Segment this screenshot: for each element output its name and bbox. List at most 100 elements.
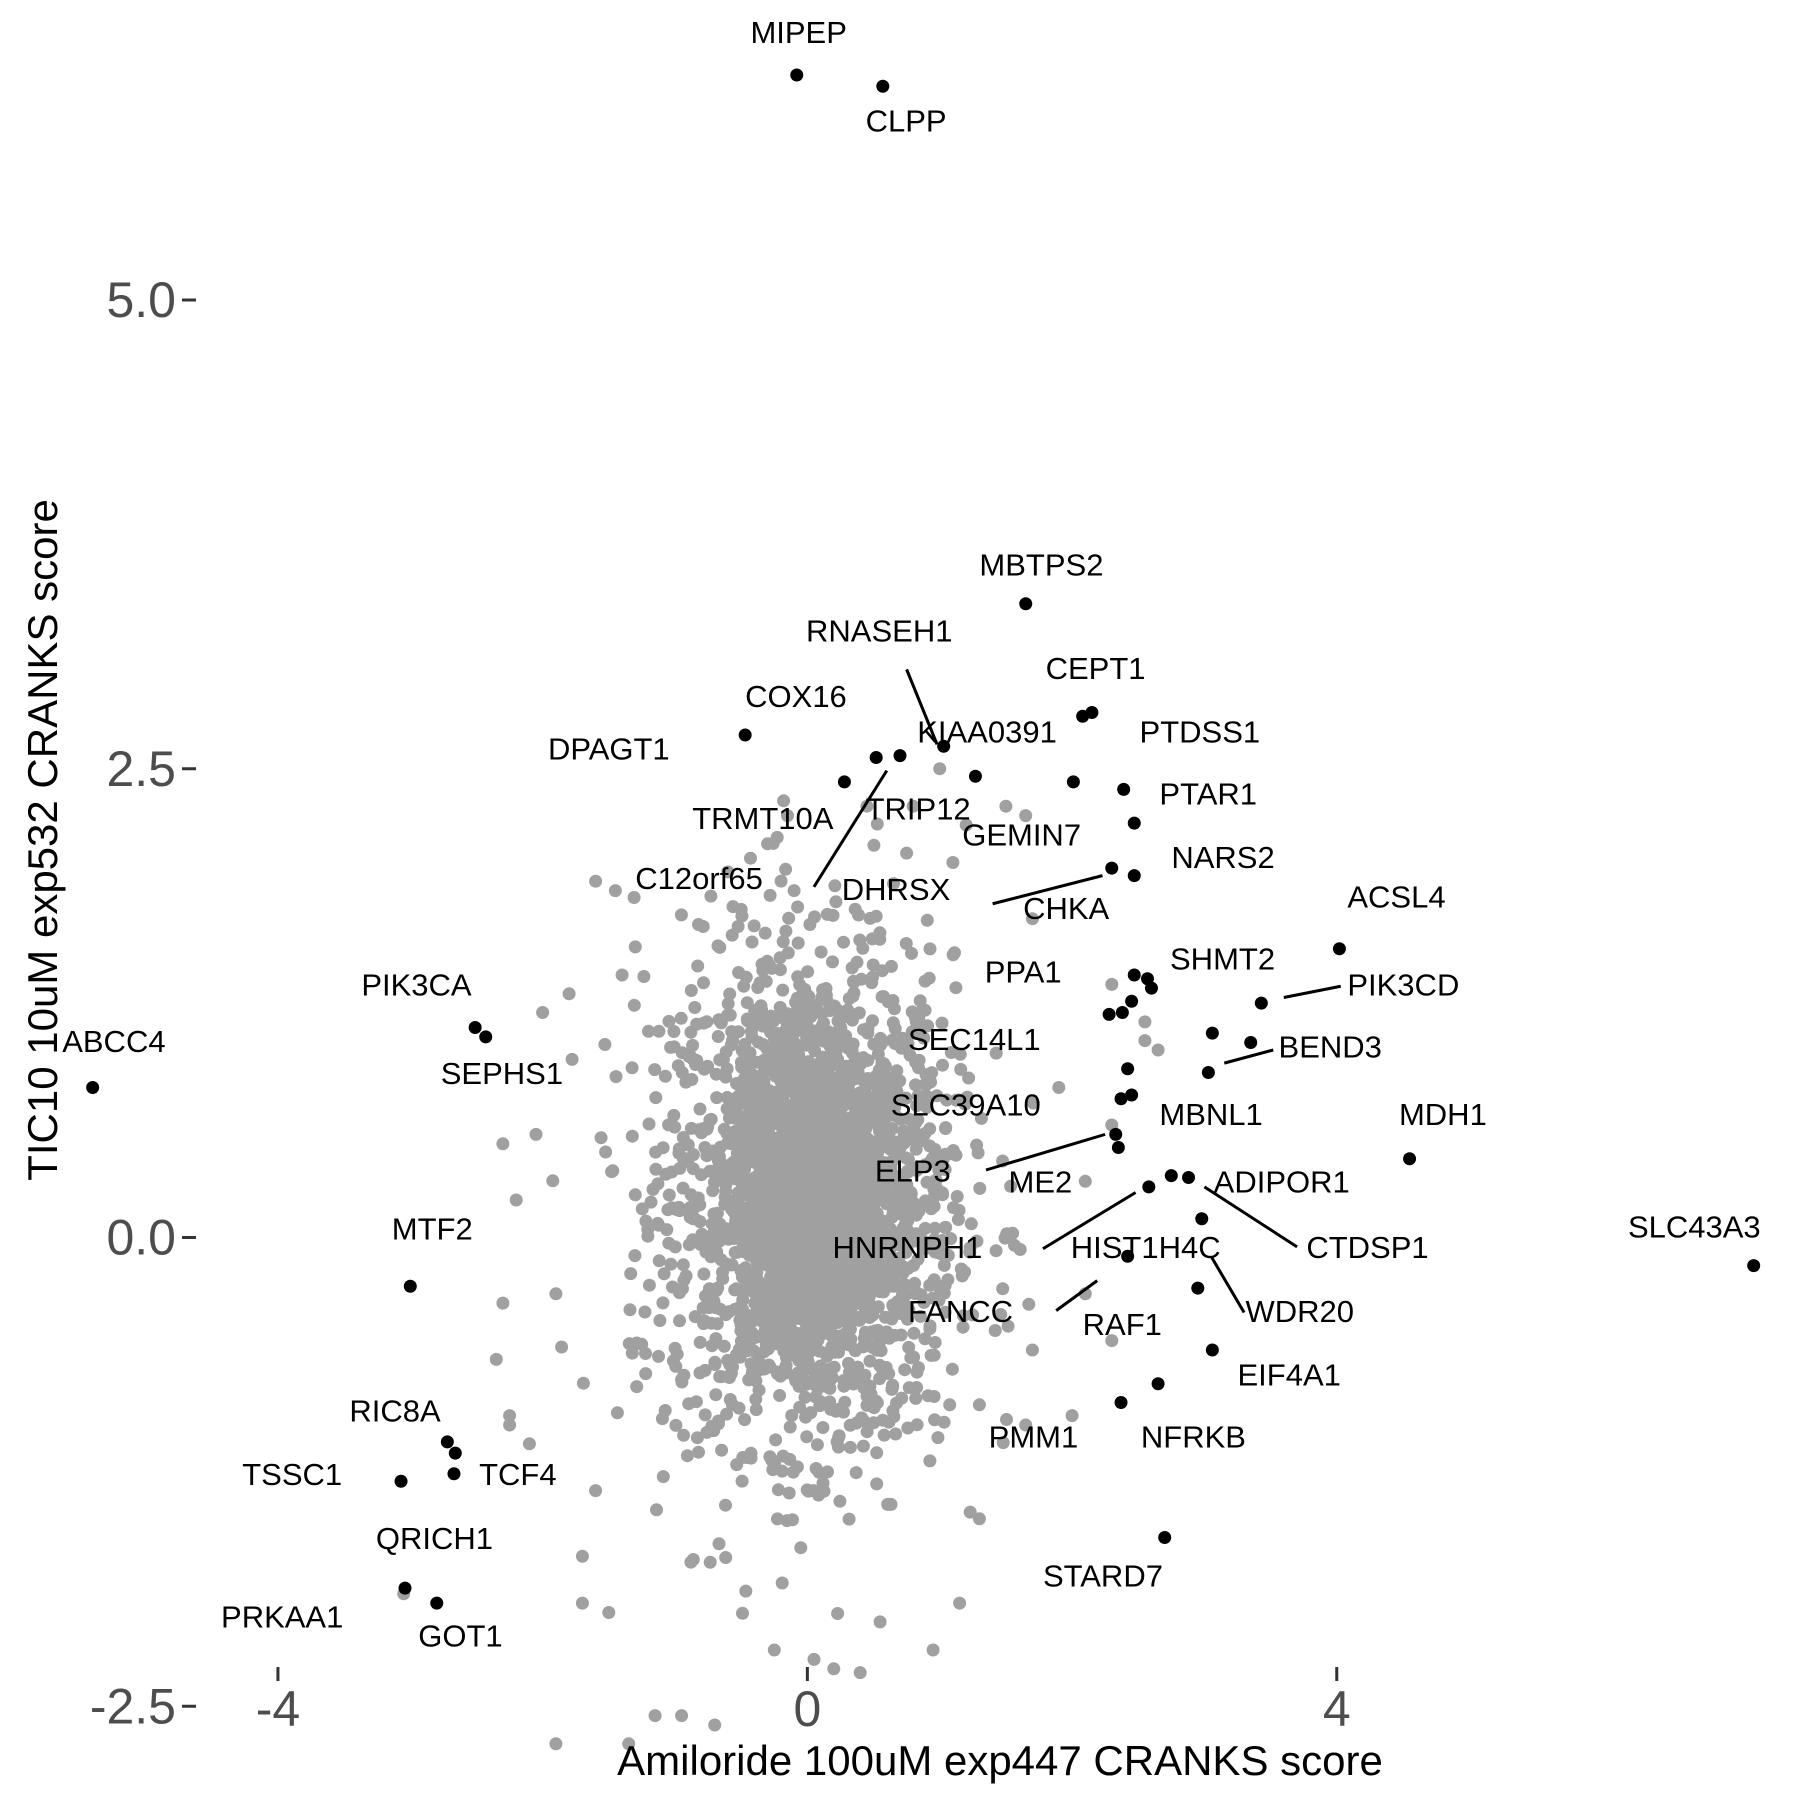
background-point [946,856,960,869]
background-point [964,1217,978,1231]
background-point [783,1102,797,1116]
background-point [871,1191,885,1205]
background-point [829,1135,843,1149]
highlighted-point [403,1279,417,1293]
background-point [897,1277,911,1291]
background-point [820,1197,834,1211]
background-point [828,1293,842,1307]
background-point [900,1287,914,1301]
background-point [1025,1343,1039,1357]
background-point [791,900,805,914]
background-point [909,1391,923,1405]
background-point [891,1092,905,1106]
background-point [778,1143,792,1157]
background-point [873,1166,887,1180]
background-point [758,1057,772,1070]
background-point [767,1095,781,1109]
background-point [735,1225,749,1239]
gene-label: CEPT1 [1046,651,1146,686]
background-point [816,1034,830,1048]
background-point [889,1427,903,1441]
background-point [767,1643,781,1657]
background-point [739,1584,753,1598]
background-point [854,972,868,986]
highlighted-point [1121,1249,1135,1263]
background-point [758,926,772,940]
background-point [761,1342,775,1356]
background-point [719,1045,733,1059]
background-point [625,1346,639,1360]
highlighted-point [1151,1377,1165,1391]
background-point [723,1393,737,1406]
background-point [1019,809,1033,823]
background-point [873,1285,887,1299]
background-point [692,918,705,931]
background-point [781,809,794,823]
background-point [855,1214,869,1228]
background-point [906,1026,920,1040]
gene-label: TRMT10A [692,801,834,836]
background-point [776,983,790,997]
background-point [771,1512,784,1526]
background-point [926,1240,940,1254]
background-point [693,1366,707,1380]
background-point [996,1282,1010,1296]
background-point [845,1285,859,1299]
background-point [907,1326,921,1340]
background-point [868,1251,881,1265]
highlighted-point [1121,1062,1135,1076]
background-point [880,1325,894,1339]
background-point [869,1141,883,1155]
background-point [920,913,934,927]
background-point [1105,1334,1119,1348]
highlighted-point [1105,861,1119,875]
background-point [785,1010,799,1024]
background-point [630,1380,644,1394]
gene-label: WDR20 [1245,1294,1354,1329]
background-point [691,1191,705,1205]
background-point [789,1238,803,1252]
background-point [902,1340,916,1354]
background-point [901,1152,915,1166]
label-connector [1209,1255,1246,1314]
background-point [793,1336,807,1350]
background-point [941,1248,955,1262]
background-point [748,1193,762,1207]
background-point [766,1311,780,1324]
background-point [773,1389,787,1402]
background-point [755,1241,769,1255]
background-point [918,1078,932,1091]
background-point [988,1324,1002,1337]
background-point [944,1232,958,1246]
x-tick-label: 4 [1323,1681,1351,1737]
background-point [1026,1096,1040,1110]
gene-label: SHMT2 [1170,941,1275,976]
highlighted-point [440,1435,454,1449]
label-connector [812,769,889,888]
background-point [777,1232,791,1246]
background-point [892,1199,906,1213]
label-connector [1203,1185,1298,1249]
highlighted-point [1114,1396,1128,1409]
gene-label: TSSC1 [242,1457,342,1492]
background-point [769,1433,783,1447]
gene-label: SLC39A10 [891,1088,1041,1123]
background-point [971,1146,985,1160]
background-point [824,1402,838,1416]
background-point [801,965,815,979]
background-point [489,1352,503,1366]
background-point [656,1296,670,1310]
background-point [920,1100,934,1114]
background-point [599,1145,613,1159]
background-point [555,1340,569,1354]
background-point [831,1014,845,1028]
background-point [917,1295,931,1309]
background-point [677,1428,691,1442]
background-point [741,1283,755,1297]
background-point [742,1248,756,1262]
background-point [758,1170,772,1184]
background-point [774,874,788,888]
background-point [882,1415,896,1429]
label-connector [1223,1048,1274,1065]
background-point [809,998,822,1012]
